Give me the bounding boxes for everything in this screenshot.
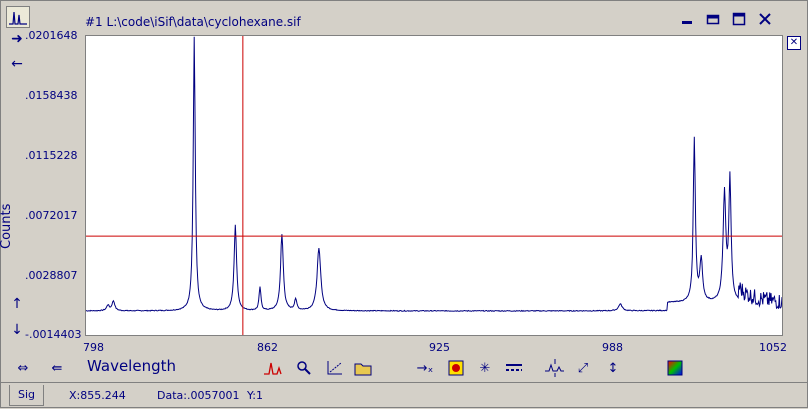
- fit-icon[interactable]: [325, 358, 345, 378]
- window-title: #1 L:\code\iSif\data\cyclohexane.sif: [85, 15, 301, 29]
- window-controls: [677, 11, 775, 27]
- move-cursor-icon[interactable]: →ₓ: [416, 360, 434, 376]
- peak-label-icon[interactable]: [263, 358, 283, 378]
- resize-icon[interactable]: ⤢: [577, 360, 589, 376]
- double-horizontal-arrow-icon[interactable]: ⇔: [17, 360, 29, 376]
- plot-area[interactable]: [85, 35, 783, 336]
- x-tick-label: 862: [257, 341, 278, 354]
- x-tick-label: 798: [83, 341, 104, 354]
- x-tick-label: 925: [429, 341, 450, 354]
- y-tick-label: -.0014403: [25, 328, 82, 341]
- y-axis-label: Counts: [0, 203, 14, 249]
- data-readout: Data:.0057001: [157, 389, 240, 402]
- y-readout: Y:1: [247, 389, 263, 402]
- close-plot-icon[interactable]: ✕: [787, 36, 801, 50]
- arrow-left-icon[interactable]: ←: [11, 56, 23, 72]
- line-style-icon[interactable]: [504, 358, 524, 378]
- color-map-icon[interactable]: [665, 358, 685, 378]
- restore-icon[interactable]: [703, 11, 723, 27]
- spectrum-chart: [85, 36, 783, 335]
- arrow-right-icon[interactable]: ➜: [11, 31, 23, 47]
- spectrum-icon[interactable]: [6, 6, 30, 28]
- arrow-down-icon[interactable]: ↓: [11, 322, 23, 338]
- x-tick-label: 988: [602, 341, 623, 354]
- y-tick-label: .0201648: [25, 29, 78, 42]
- double-left-arrow-icon[interactable]: ⇚: [51, 360, 63, 376]
- color-palette-icon[interactable]: [446, 358, 466, 378]
- open-folder-icon[interactable]: [354, 358, 374, 378]
- x-readout: X:855.244: [69, 389, 126, 402]
- minimize-icon[interactable]: [677, 11, 697, 27]
- crosshair-icon[interactable]: ✳: [479, 360, 491, 376]
- y-tick-label: .0072017: [25, 209, 78, 222]
- zoom-icon[interactable]: [294, 358, 314, 378]
- vertical-resize-icon[interactable]: ↕: [607, 360, 619, 376]
- y-tick-label: .0158438: [25, 89, 78, 102]
- status-bar: Sig X:855.244 Data:.0057001 Y:1: [1, 382, 807, 409]
- x-axis-label: Wavelength: [87, 357, 176, 375]
- scale-y-icon[interactable]: [544, 358, 564, 378]
- y-tick-label: .0115228: [25, 149, 78, 162]
- y-tick-label: .0028807: [25, 269, 78, 282]
- arrow-up-icon[interactable]: ↑: [11, 296, 23, 312]
- maximize-icon[interactable]: [729, 11, 749, 27]
- tab-sig[interactable]: Sig: [9, 385, 45, 406]
- close-icon[interactable]: [755, 11, 775, 27]
- x-tick-label: 1052: [759, 341, 787, 354]
- spectrum-trace: [85, 36, 783, 312]
